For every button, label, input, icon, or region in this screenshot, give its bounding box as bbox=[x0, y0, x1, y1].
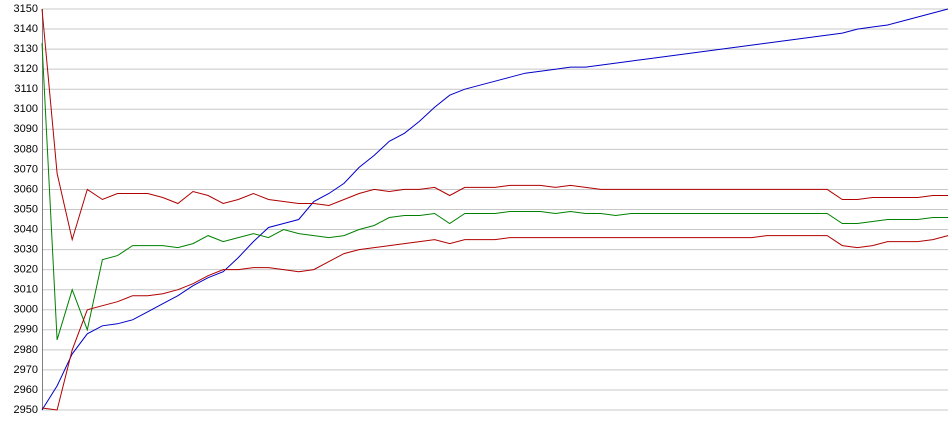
y-tick-label: 3120 bbox=[14, 63, 38, 75]
y-tick-label: 2960 bbox=[14, 384, 38, 396]
y-tick-label: 3090 bbox=[14, 123, 38, 135]
y-tick-label: 3110 bbox=[14, 83, 38, 95]
y-tick-label: 3070 bbox=[14, 163, 38, 175]
y-tick-label: 3080 bbox=[14, 143, 38, 155]
y-tick-label: 3040 bbox=[14, 223, 38, 235]
y-tick-label: 2950 bbox=[14, 404, 38, 416]
y-tick-label: 3100 bbox=[14, 103, 38, 115]
series-line bbox=[41, 8, 948, 242]
y-tick-label: 2990 bbox=[14, 324, 38, 336]
y-tick-label: 3030 bbox=[14, 244, 38, 256]
y-tick-label: 3150 bbox=[14, 3, 38, 15]
y-tick-label: 2980 bbox=[14, 344, 38, 356]
y-tick-label: 3140 bbox=[14, 23, 38, 35]
y-tick-label: 3060 bbox=[14, 183, 38, 195]
y-tick-label: 3010 bbox=[14, 284, 38, 296]
y-tick-label: 2970 bbox=[14, 364, 38, 376]
y-tick-label: 3050 bbox=[14, 203, 38, 215]
y-tick-label: 3020 bbox=[14, 264, 38, 276]
y-tick-label: 3000 bbox=[14, 304, 38, 316]
series-line bbox=[41, 8, 949, 411]
y-tick-label: 3130 bbox=[14, 43, 38, 55]
series-line bbox=[41, 43, 948, 340]
series-line bbox=[41, 235, 949, 411]
